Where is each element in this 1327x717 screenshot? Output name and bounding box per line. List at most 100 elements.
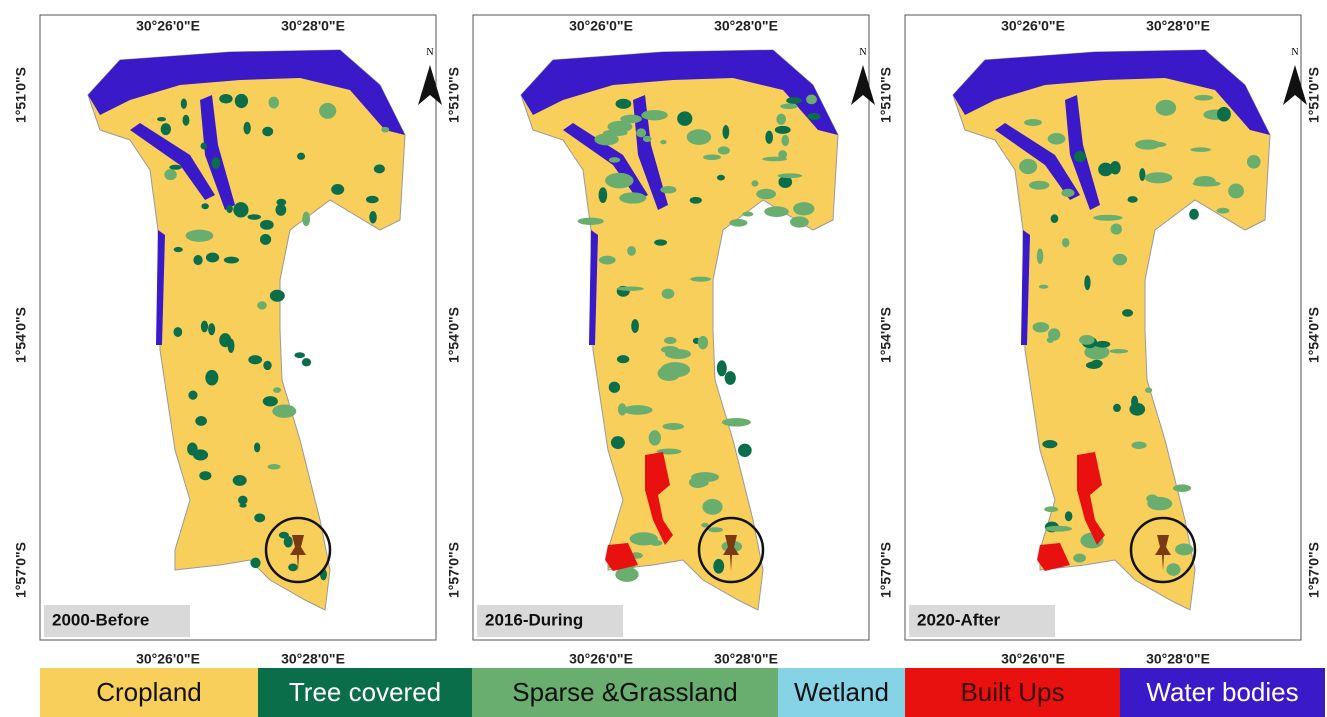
- land-patch: [1073, 553, 1086, 562]
- land-patch: [284, 536, 293, 547]
- land-patch: [786, 97, 801, 104]
- legend-label: Sparse &Grassland: [512, 677, 737, 707]
- land-patch: [660, 186, 676, 194]
- bottom-tick-label: 30°26'0"E: [569, 651, 633, 667]
- legend-label: Water bodies: [1146, 677, 1298, 707]
- land-patch: [1156, 100, 1177, 116]
- land-patch: [687, 129, 712, 145]
- top-tick-label: 30°26'0"E: [136, 18, 200, 34]
- land-patch: [631, 319, 639, 333]
- land-patch: [174, 247, 183, 252]
- land-patch: [1113, 404, 1121, 412]
- land-patch: [381, 127, 389, 133]
- bottom-tick-label: 30°28'0"E: [1146, 651, 1210, 667]
- land-patch: [1051, 214, 1059, 223]
- land-patch: [643, 136, 652, 142]
- land-patch: [780, 104, 797, 110]
- land-patch: [723, 125, 730, 139]
- land-patch: [1147, 497, 1172, 510]
- land-patch: [239, 503, 246, 507]
- land-patch: [1029, 181, 1049, 190]
- land-patch: [807, 113, 820, 120]
- land-patch: [609, 382, 620, 393]
- land-patch: [605, 173, 633, 188]
- land-patch: [243, 122, 250, 135]
- north-label: N: [426, 47, 433, 58]
- land-patch: [1190, 147, 1211, 152]
- land-patch: [319, 103, 336, 119]
- land-patch: [374, 164, 385, 173]
- panel-label: 2000-Before: [52, 610, 149, 629]
- land-patch: [1194, 176, 1216, 186]
- land-patch: [790, 216, 809, 227]
- land-patch: [297, 153, 305, 160]
- north-label: N: [859, 47, 866, 58]
- land-patch: [765, 131, 773, 144]
- land-patch: [607, 121, 632, 133]
- land-patch: [288, 563, 298, 571]
- land-patch: [186, 230, 214, 242]
- land-patch: [169, 165, 181, 170]
- left-tick-label: 1°51'0"S: [446, 67, 462, 123]
- land-patch: [1175, 544, 1193, 556]
- land-patch: [782, 135, 790, 146]
- land-patch: [1033, 322, 1050, 332]
- land-patch: [690, 197, 702, 204]
- left-tick-label: 1°54'0"S: [446, 307, 462, 363]
- land-patch: [1145, 387, 1152, 392]
- land-patch: [275, 204, 286, 216]
- land-patch: [677, 111, 692, 125]
- land-patch: [1044, 506, 1058, 512]
- land-patch: [260, 220, 274, 230]
- land-patch: [268, 464, 281, 469]
- left-tick-label: 1°54'0"S: [878, 307, 894, 363]
- land-patch: [201, 321, 208, 333]
- top-tick-label: 30°26'0"E: [1001, 18, 1065, 34]
- top-tick-label: 30°28'0"E: [281, 18, 345, 34]
- panel-label: 2020-After: [917, 610, 1001, 629]
- land-patch: [1091, 360, 1103, 367]
- right-tick-label: 1°54'0"S: [1306, 307, 1322, 363]
- land-patch: [1048, 133, 1066, 144]
- land-patch: [1217, 107, 1231, 122]
- land-patch: [649, 430, 661, 445]
- land-patch: [164, 169, 177, 180]
- land-patch: [713, 559, 724, 574]
- land-patch: [764, 206, 789, 217]
- land-patch: [722, 418, 751, 426]
- top-tick-label: 30°28'0"E: [1146, 18, 1210, 34]
- land-patch: [806, 95, 817, 105]
- land-patch: [661, 346, 679, 353]
- land-patch: [1039, 285, 1049, 289]
- land-patch: [702, 499, 722, 515]
- land-patch: [729, 219, 747, 227]
- land-patch: [1042, 440, 1057, 448]
- land-patch: [778, 173, 803, 178]
- land-patch: [369, 211, 377, 223]
- land-patch: [662, 289, 675, 299]
- top-tick-label: 30°28'0"E: [714, 18, 778, 34]
- land-patch: [1127, 196, 1137, 203]
- left-tick-label: 1°57'0"S: [13, 542, 29, 598]
- land-patch: [718, 146, 730, 154]
- land-patch: [756, 189, 776, 199]
- left-tick-label: 1°57'0"S: [878, 542, 894, 598]
- land-patch: [725, 371, 736, 385]
- legend-label: Built Ups: [960, 677, 1064, 707]
- land-patch: [270, 290, 285, 302]
- bottom-tick-label: 30°26'0"E: [136, 651, 200, 667]
- land-patch: [738, 444, 752, 457]
- land-patch: [294, 352, 305, 358]
- map-panel: N2016-During30°26'0"E30°28'0"E30°26'0"E3…: [446, 15, 875, 667]
- land-patch: [660, 362, 690, 377]
- land-patch: [257, 301, 267, 309]
- land-patch: [636, 128, 646, 137]
- land-patch: [742, 212, 753, 217]
- bottom-tick-label: 30°26'0"E: [1001, 651, 1065, 667]
- land-patch: [208, 323, 215, 335]
- land-patch: [691, 472, 719, 482]
- land-patch: [751, 180, 758, 186]
- land-patch: [183, 115, 190, 126]
